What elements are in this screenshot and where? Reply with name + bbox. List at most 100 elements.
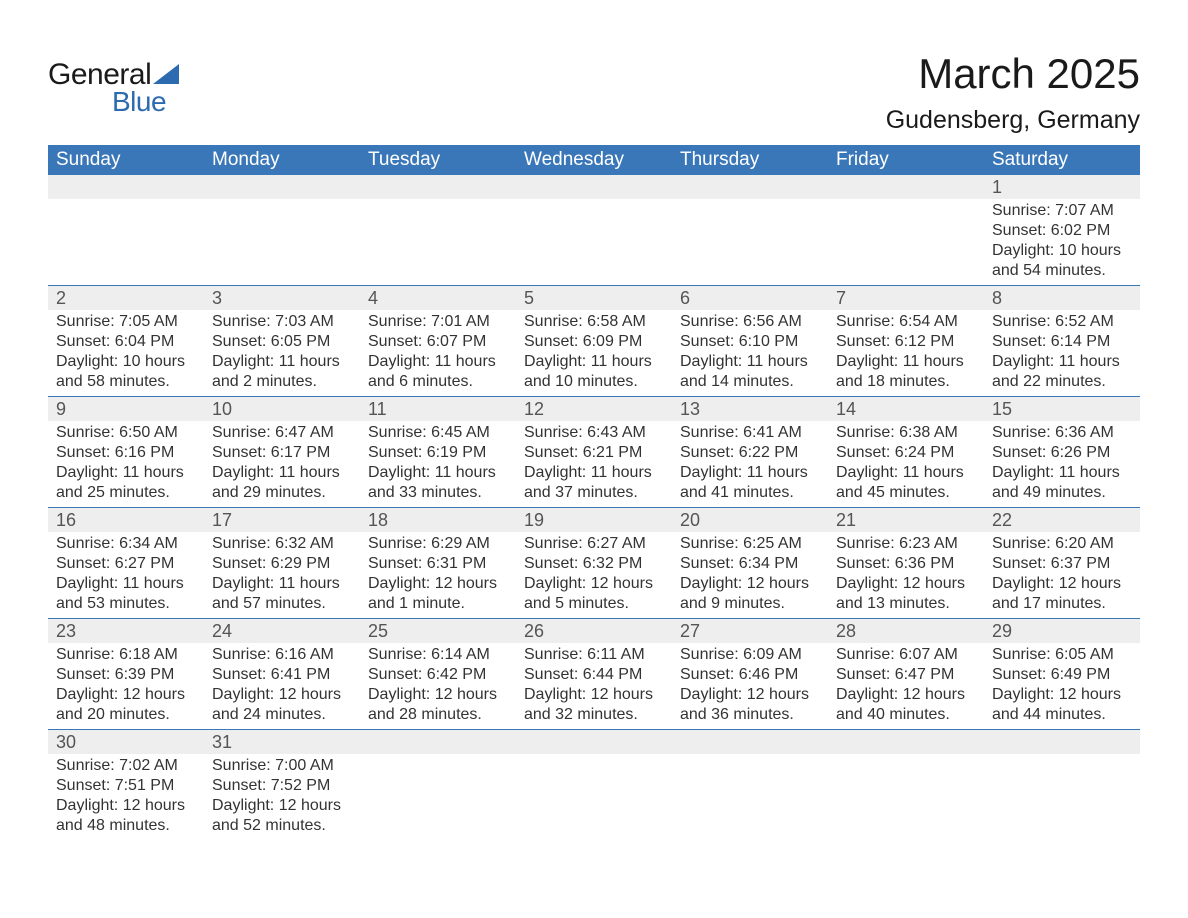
day-body: Sunrise: 6:09 AMSunset: 6:46 PMDaylight:…: [672, 643, 828, 729]
daylight-text: Daylight: 11 hours and 18 minutes.: [836, 352, 976, 392]
day-body: [360, 199, 516, 271]
weekday-header: Wednesday: [516, 145, 672, 175]
calendar-cell: [516, 730, 672, 841]
sunset-text: Sunset: 6:36 PM: [836, 554, 976, 574]
day-body: [48, 199, 204, 271]
daylight-text: Daylight: 11 hours and 41 minutes.: [680, 463, 820, 503]
calendar-cell: [828, 730, 984, 841]
location: Gudensberg, Germany: [886, 106, 1140, 135]
calendar-cell: 6Sunrise: 6:56 AMSunset: 6:10 PMDaylight…: [672, 286, 828, 397]
sunrise-text: Sunrise: 6:58 AM: [524, 312, 664, 332]
day-number: 28: [828, 619, 984, 643]
day-number: 30: [48, 730, 204, 754]
day-number: 2: [48, 286, 204, 310]
sunrise-text: Sunrise: 6:45 AM: [368, 423, 508, 443]
logo-triangle-icon: [153, 64, 179, 84]
day-number: 10: [204, 397, 360, 421]
calendar-cell: 29Sunrise: 6:05 AMSunset: 6:49 PMDayligh…: [984, 619, 1140, 730]
weekday-header: Thursday: [672, 145, 828, 175]
sunrise-text: Sunrise: 6:05 AM: [992, 645, 1132, 665]
sunrise-text: Sunrise: 6:18 AM: [56, 645, 196, 665]
calendar-cell: 15Sunrise: 6:36 AMSunset: 6:26 PMDayligh…: [984, 397, 1140, 508]
day-number: 4: [360, 286, 516, 310]
calendar-cell: 12Sunrise: 6:43 AMSunset: 6:21 PMDayligh…: [516, 397, 672, 508]
sunset-text: Sunset: 6:04 PM: [56, 332, 196, 352]
day-body: Sunrise: 6:43 AMSunset: 6:21 PMDaylight:…: [516, 421, 672, 507]
day-body: Sunrise: 6:27 AMSunset: 6:32 PMDaylight:…: [516, 532, 672, 618]
sunrise-text: Sunrise: 7:01 AM: [368, 312, 508, 332]
day-number: 29: [984, 619, 1140, 643]
day-number: 22: [984, 508, 1140, 532]
sunrise-text: Sunrise: 7:05 AM: [56, 312, 196, 332]
calendar-cell: 3Sunrise: 7:03 AMSunset: 6:05 PMDaylight…: [204, 286, 360, 397]
sunset-text: Sunset: 6:42 PM: [368, 665, 508, 685]
calendar-cell: 28Sunrise: 6:07 AMSunset: 6:47 PMDayligh…: [828, 619, 984, 730]
day-body: Sunrise: 6:45 AMSunset: 6:19 PMDaylight:…: [360, 421, 516, 507]
daylight-text: Daylight: 12 hours and 13 minutes.: [836, 574, 976, 614]
calendar-week-row: 9Sunrise: 6:50 AMSunset: 6:16 PMDaylight…: [48, 397, 1140, 508]
sunset-text: Sunset: 6:47 PM: [836, 665, 976, 685]
sunset-text: Sunset: 6:27 PM: [56, 554, 196, 574]
day-body: [828, 754, 984, 826]
day-body: Sunrise: 6:29 AMSunset: 6:31 PMDaylight:…: [360, 532, 516, 618]
day-number: 6: [672, 286, 828, 310]
calendar-week-row: 1Sunrise: 7:07 AMSunset: 6:02 PMDaylight…: [48, 175, 1140, 286]
day-body: Sunrise: 6:52 AMSunset: 6:14 PMDaylight:…: [984, 310, 1140, 396]
day-number: 20: [672, 508, 828, 532]
sunrise-text: Sunrise: 7:02 AM: [56, 756, 196, 776]
day-body: Sunrise: 6:50 AMSunset: 6:16 PMDaylight:…: [48, 421, 204, 507]
daylight-text: Daylight: 11 hours and 53 minutes.: [56, 574, 196, 614]
sunrise-text: Sunrise: 6:07 AM: [836, 645, 976, 665]
day-body: [516, 199, 672, 271]
day-body: Sunrise: 6:07 AMSunset: 6:47 PMDaylight:…: [828, 643, 984, 729]
sunrise-text: Sunrise: 6:56 AM: [680, 312, 820, 332]
sunrise-text: Sunrise: 6:20 AM: [992, 534, 1132, 554]
calendar-cell: 7Sunrise: 6:54 AMSunset: 6:12 PMDaylight…: [828, 286, 984, 397]
day-number: 14: [828, 397, 984, 421]
calendar-cell: 10Sunrise: 6:47 AMSunset: 6:17 PMDayligh…: [204, 397, 360, 508]
day-body: Sunrise: 7:05 AMSunset: 6:04 PMDaylight:…: [48, 310, 204, 396]
daylight-text: Daylight: 12 hours and 32 minutes.: [524, 685, 664, 725]
calendar-week-row: 2Sunrise: 7:05 AMSunset: 6:04 PMDaylight…: [48, 286, 1140, 397]
day-body: Sunrise: 7:00 AMSunset: 7:52 PMDaylight:…: [204, 754, 360, 840]
calendar-cell: 19Sunrise: 6:27 AMSunset: 6:32 PMDayligh…: [516, 508, 672, 619]
sunrise-text: Sunrise: 6:54 AM: [836, 312, 976, 332]
sunset-text: Sunset: 6:34 PM: [680, 554, 820, 574]
sunset-text: Sunset: 6:32 PM: [524, 554, 664, 574]
sunset-text: Sunset: 6:39 PM: [56, 665, 196, 685]
weekday-header: Saturday: [984, 145, 1140, 175]
sunset-text: Sunset: 6:14 PM: [992, 332, 1132, 352]
calendar-cell: 27Sunrise: 6:09 AMSunset: 6:46 PMDayligh…: [672, 619, 828, 730]
calendar-cell: [984, 730, 1140, 841]
daylight-text: Daylight: 11 hours and 29 minutes.: [212, 463, 352, 503]
day-body: Sunrise: 6:47 AMSunset: 6:17 PMDaylight:…: [204, 421, 360, 507]
calendar-cell: 22Sunrise: 6:20 AMSunset: 6:37 PMDayligh…: [984, 508, 1140, 619]
logo: General Blue: [48, 58, 179, 118]
calendar-cell: 9Sunrise: 6:50 AMSunset: 6:16 PMDaylight…: [48, 397, 204, 508]
daylight-text: Daylight: 11 hours and 10 minutes.: [524, 352, 664, 392]
title-block: March 2025 Gudensberg, Germany: [886, 30, 1140, 135]
sunrise-text: Sunrise: 6:38 AM: [836, 423, 976, 443]
sunrise-text: Sunrise: 6:36 AM: [992, 423, 1132, 443]
day-body: Sunrise: 7:07 AMSunset: 6:02 PMDaylight:…: [984, 199, 1140, 285]
sunset-text: Sunset: 6:31 PM: [368, 554, 508, 574]
day-number: [204, 175, 360, 199]
daylight-text: Daylight: 12 hours and 5 minutes.: [524, 574, 664, 614]
calendar-cell: 4Sunrise: 7:01 AMSunset: 6:07 PMDaylight…: [360, 286, 516, 397]
daylight-text: Daylight: 12 hours and 28 minutes.: [368, 685, 508, 725]
day-body: Sunrise: 6:38 AMSunset: 6:24 PMDaylight:…: [828, 421, 984, 507]
daylight-text: Daylight: 12 hours and 20 minutes.: [56, 685, 196, 725]
daylight-text: Daylight: 10 hours and 54 minutes.: [992, 241, 1132, 281]
day-body: [828, 199, 984, 271]
sunrise-text: Sunrise: 6:32 AM: [212, 534, 352, 554]
day-number: 16: [48, 508, 204, 532]
sunset-text: Sunset: 7:52 PM: [212, 776, 352, 796]
sunset-text: Sunset: 6:24 PM: [836, 443, 976, 463]
sunset-text: Sunset: 6:02 PM: [992, 221, 1132, 241]
day-number: [516, 730, 672, 754]
day-number: 7: [828, 286, 984, 310]
day-number: 1: [984, 175, 1140, 199]
day-body: [672, 199, 828, 271]
calendar-cell: 5Sunrise: 6:58 AMSunset: 6:09 PMDaylight…: [516, 286, 672, 397]
sunrise-text: Sunrise: 6:52 AM: [992, 312, 1132, 332]
